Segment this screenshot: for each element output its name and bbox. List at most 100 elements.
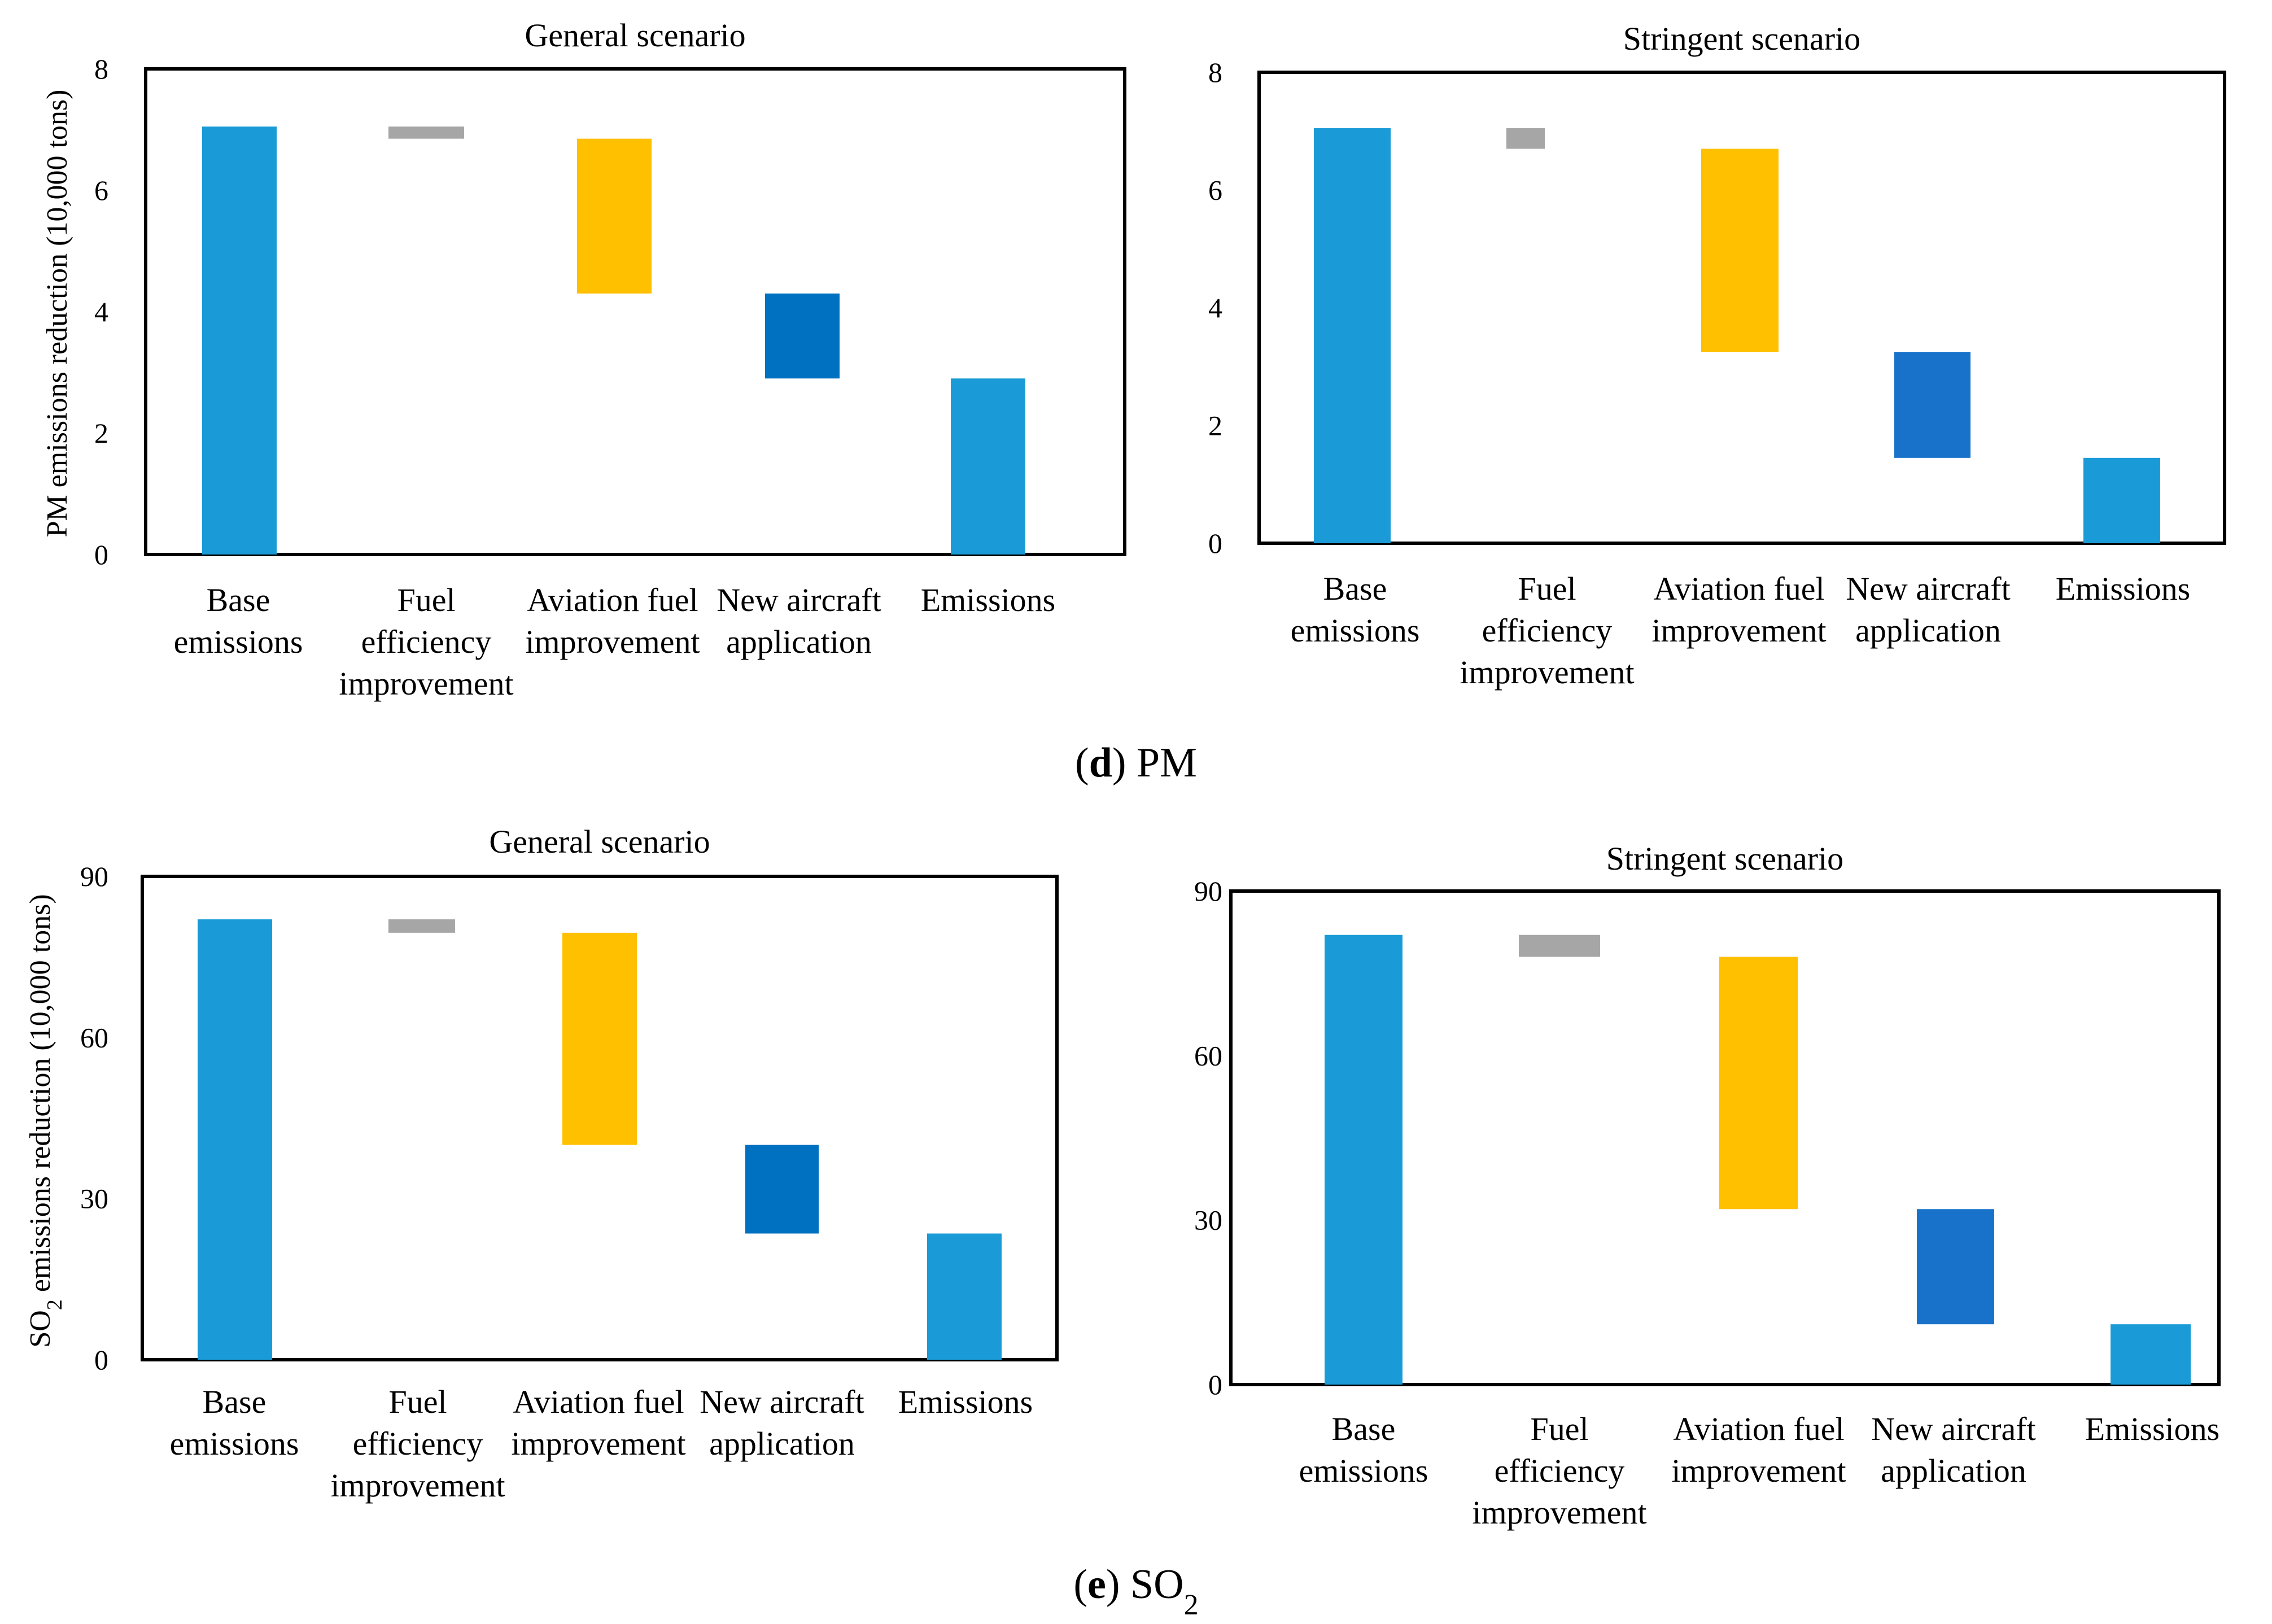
pm_general-plot-frame: [144, 67, 1126, 556]
so2-general-chart: General scenario 0 30 60 90 Base emissions Fuel…: [80, 823, 1059, 1504]
pm_stringent-category-0-line-1: emissions: [1291, 612, 1420, 649]
so2_stringent-category-3-line-1: application: [1881, 1452, 2026, 1489]
so2-ylabel-suffix: emissions reduction (10,000 tons): [24, 894, 56, 1299]
so2_stringent-bar-1: [1519, 935, 1600, 957]
pm_stringent-bar-1: [1506, 128, 1545, 149]
pm_general-category-2-line-0: Aviation fuel: [527, 582, 698, 618]
pm_stringent-category-2-line-1: improvement: [1651, 612, 1826, 649]
so2_stringent-bar-4: [2111, 1324, 2191, 1385]
so2_general-ytick-1: 30: [80, 1183, 108, 1215]
so2-ylabel-sub: 2: [43, 1299, 67, 1310]
pm_stringent-bar-3: [1894, 352, 1970, 458]
so2_stringent-category-1: Fuel efficiency improvement: [1472, 1411, 1646, 1531]
pm_stringent-category-1-line-2: improvement: [1460, 654, 1634, 691]
pm_general-category-3-line-1: application: [726, 623, 872, 660]
pm_general-bar-4: [951, 378, 1025, 555]
pm_general-category-1-line-1: efficiency: [361, 623, 492, 660]
pm_general-bar-0: [202, 126, 277, 555]
so2_general-category-3: New aircraft application: [700, 1383, 864, 1462]
pm_stringent-category-1-line-0: Fuel: [1518, 570, 1576, 607]
pm_general-category-0-line-1: emissions: [174, 623, 303, 660]
pm-stringent-chart: Stringent scenario 0 2 4 6 8 Base emissions Fuel…: [1208, 20, 2226, 691]
pm_general-category-0-line-0: Base: [207, 582, 270, 618]
so2_stringent-category-1-line-2: improvement: [1472, 1494, 1646, 1531]
pm_general-ytick-0: 0: [94, 539, 108, 570]
pm_stringent-category-1: Fuel efficiency improvement: [1460, 570, 1634, 691]
pm_stringent-ytick-1: 2: [1208, 410, 1222, 442]
so2_general-category-2-line-1: improvement: [511, 1425, 685, 1462]
so2_stringent-category-4-line-0: Emissions: [2085, 1411, 2220, 1447]
pm_stringent-category-2-line-0: Aviation fuel: [1653, 570, 1824, 607]
so2_general-ytick-3: 90: [80, 861, 108, 892]
pm_general-bar-1: [388, 126, 464, 139]
so2-ylabel-prefix: SO: [24, 1310, 56, 1347]
pm_stringent-category-2: Aviation fuel improvement: [1651, 570, 1826, 649]
so2_stringent-category-1-line-1: efficiency: [1495, 1452, 1625, 1489]
so2_stringent-category-3-line-0: New aircraft: [1871, 1411, 2035, 1447]
so2_general-category-2-line-0: Aviation fuel: [513, 1383, 684, 1420]
so2_general-category-4-line-0: Emissions: [898, 1383, 1033, 1420]
caption-so2-sub: 2: [1184, 1589, 1199, 1621]
caption-so2-text: SO: [1120, 1561, 1184, 1608]
so2_stringent-bar-2: [1719, 957, 1798, 1210]
pm_stringent-ytick-2: 4: [1208, 292, 1222, 324]
pm_stringent-ytick-4: 8: [1208, 56, 1222, 88]
so2_stringent-category-3: New aircraft application: [1871, 1411, 2035, 1489]
so2_stringent-ytick-1: 30: [1194, 1204, 1222, 1236]
so2_general-category-0-line-1: emissions: [170, 1425, 299, 1462]
so2_stringent-ytick-0: 0: [1208, 1369, 1222, 1400]
so2-stringent-chart: Stringent scenario 0 30 60 90 Base emissions Fu…: [1194, 840, 2221, 1531]
so2_general-category-1-line-0: Fuel: [388, 1383, 447, 1420]
caption-pm-letter: d: [1089, 740, 1112, 786]
so2_stringent-ytick-3: 90: [1194, 875, 1222, 907]
pm_stringent-plot-frame: [1257, 71, 2226, 545]
pm_general-category-2: Aviation fuel improvement: [525, 582, 700, 660]
so2_general-title: General scenario: [489, 823, 710, 860]
pm_general-category-3: New aircraft application: [716, 582, 881, 660]
caption-pm-text: PM: [1126, 740, 1197, 786]
pm_general-ytick-2: 4: [94, 296, 108, 328]
caption-so2-letter: e: [1087, 1561, 1106, 1608]
so2_stringent-category-2: Aviation fuel improvement: [1671, 1411, 1846, 1489]
pm_general-category-1-line-0: Fuel: [397, 582, 455, 618]
so2_general-category-1-line-2: improvement: [330, 1467, 505, 1504]
pm_general-ytick-3: 6: [94, 174, 108, 206]
so2_general-ytick-0: 0: [94, 1344, 108, 1376]
pm_stringent-bar-2: [1701, 149, 1779, 352]
caption-pm: (d) PM: [1075, 740, 1197, 786]
pm_general-category-4-line-0: Emissions: [921, 582, 1056, 618]
pm_stringent-category-3: New aircraft application: [1846, 570, 2010, 649]
pm_general-title: General scenario: [525, 17, 745, 54]
so2_general-category-0-line-0: Base: [203, 1383, 266, 1420]
pm_stringent-category-0: Base emissions: [1291, 570, 1420, 649]
so2_general-category-1: Fuel efficiency improvement: [330, 1383, 505, 1504]
so2_stringent-bar-3: [1917, 1209, 1994, 1325]
so2_general-bar-2: [562, 932, 637, 1145]
pm_general-bar-2: [577, 138, 652, 294]
so2_general-category-3-line-1: application: [709, 1425, 855, 1462]
so2_stringent-ytick-2: 60: [1194, 1040, 1222, 1071]
so2_general-ytick-2: 60: [80, 1021, 108, 1053]
pm_stringent-category-3-line-0: New aircraft: [1846, 570, 2010, 607]
pm_stringent-category-0-line-0: Base: [1323, 570, 1387, 607]
pm_stringent-bar-0: [1314, 128, 1391, 544]
pm_general-category-2-line-1: improvement: [525, 623, 700, 660]
pm_stringent-title: Stringent scenario: [1623, 20, 1860, 57]
pm_general-category-1: Fuel efficiency improvement: [339, 582, 513, 702]
so2_general-category-2: Aviation fuel improvement: [511, 1383, 685, 1462]
pm_stringent-bar-4: [2083, 457, 2160, 543]
pm-general-chart: General scenario 0 2 4 6 8 Base emissions Fuel ef…: [94, 17, 1126, 702]
so2_stringent-category-4: Emissions: [2085, 1411, 2220, 1447]
so2_general-bar-1: [388, 919, 455, 933]
pm_stringent-category-1-line-1: efficiency: [1482, 612, 1613, 649]
so2_general-bar-4: [927, 1233, 1002, 1360]
pm_stringent-ytick-0: 0: [1208, 527, 1222, 559]
so2_stringent-category-0-line-1: emissions: [1299, 1452, 1428, 1489]
so2_stringent-title: Stringent scenario: [1606, 840, 1843, 877]
so2_general-category-4: Emissions: [898, 1383, 1033, 1420]
so2_stringent-category-1-line-0: Fuel: [1530, 1411, 1588, 1447]
so2_stringent-category-0: Base emissions: [1299, 1411, 1428, 1489]
so2_stringent-category-2-line-0: Aviation fuel: [1673, 1411, 1844, 1447]
so2-ylabel: SO2 emissions reduction (10,000 tons): [24, 894, 67, 1347]
